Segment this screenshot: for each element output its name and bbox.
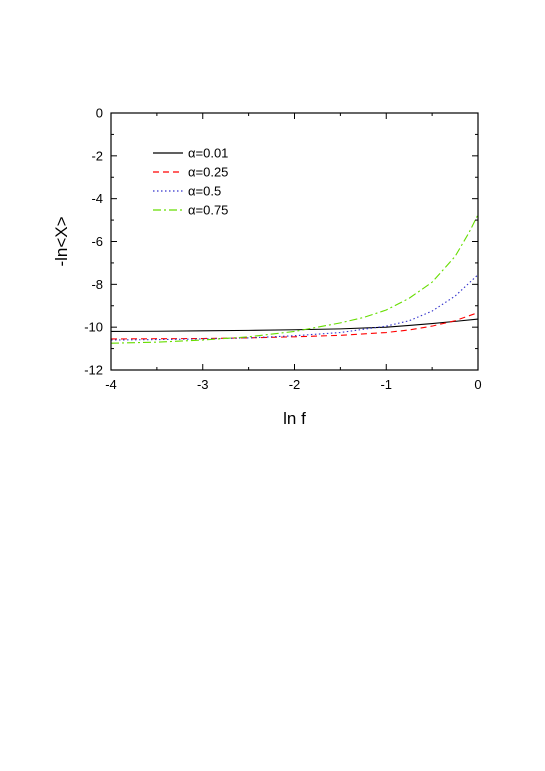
series-line-3 (110, 274, 479, 341)
y-tick-label: -6 (91, 234, 103, 249)
x-tick-label: -2 (289, 377, 301, 392)
legend-label-2: α=0.25 (188, 165, 228, 180)
x-tick-label: -3 (197, 377, 209, 392)
y-tick-label: -10 (84, 320, 103, 335)
x-tick-label: 0 (474, 377, 481, 392)
series-line-1 (110, 318, 479, 333)
series-lines (110, 214, 479, 344)
series-line-4 (110, 214, 479, 344)
legend-label-3: α=0.5 (188, 184, 221, 199)
series-line-2 (110, 312, 479, 340)
x-tick-label: -4 (105, 377, 117, 392)
y-tick-label: -8 (91, 277, 103, 292)
x-axis-title: ln f (283, 409, 306, 428)
y-tick-label: 0 (96, 106, 103, 121)
y-axis-title: -ln<X> (52, 216, 71, 266)
legend-label-4: α=0.75 (188, 203, 228, 218)
legend-label-1: α=0.01 (188, 146, 228, 161)
x-tick-label: -1 (380, 377, 392, 392)
y-tick-label: -4 (91, 191, 103, 206)
y-tick-label: -2 (91, 148, 103, 163)
axes: -4 -3 -2 -1 00-2-4-6-8-10-12 (84, 106, 481, 393)
legend: α=0.01 α=0.25 α=0.5 α=0.75 (153, 146, 228, 218)
y-tick-label: -12 (84, 363, 103, 378)
